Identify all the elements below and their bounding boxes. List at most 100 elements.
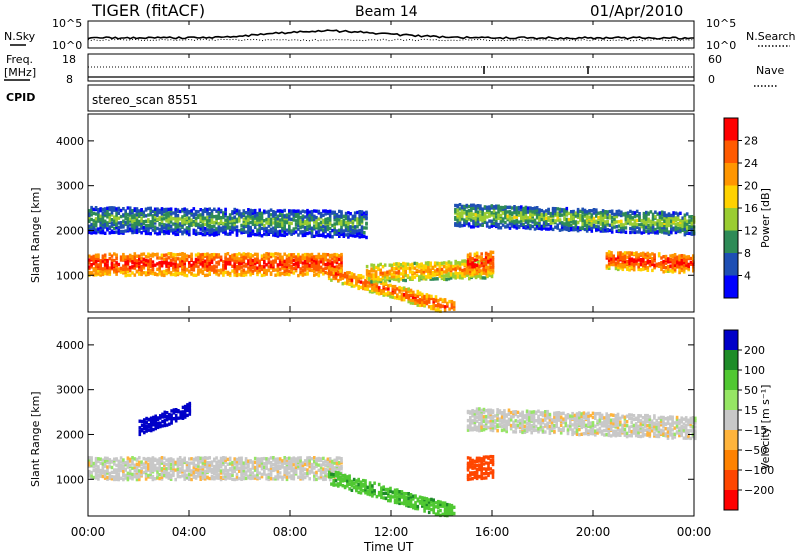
power-cell <box>601 220 605 224</box>
velocity-cell <box>283 461 286 465</box>
power-cell <box>156 267 159 271</box>
freq-tick-top: 18 <box>62 53 76 66</box>
power-cell <box>219 219 223 223</box>
power-cell <box>206 215 209 220</box>
power-cell <box>508 209 512 214</box>
velocity-cell <box>201 472 205 477</box>
velocity-cell <box>190 473 193 477</box>
velocity-cell <box>156 458 159 462</box>
velocity-cell <box>119 463 123 468</box>
power-cell <box>338 254 341 258</box>
power-cell <box>390 263 394 267</box>
power-cell <box>440 273 444 278</box>
power-cell <box>258 268 261 273</box>
power-cell <box>242 268 246 272</box>
power-cell <box>375 288 379 292</box>
power-cell <box>522 225 525 230</box>
power-cell <box>174 229 177 233</box>
power-cell <box>372 269 376 273</box>
power-cell <box>615 209 619 214</box>
velocity-cell <box>110 475 114 479</box>
power-cell <box>294 255 298 259</box>
power-cell <box>645 220 648 224</box>
power-cell <box>404 262 407 266</box>
power-cell <box>224 209 227 213</box>
power-cell <box>424 261 428 265</box>
power-cell <box>682 260 686 265</box>
power-cell <box>228 273 232 278</box>
velocity-cell <box>333 461 336 465</box>
power-cell <box>657 262 661 266</box>
power-cell <box>431 271 435 275</box>
power-cell <box>190 218 193 222</box>
power-cell <box>269 264 273 269</box>
power-cell <box>103 259 107 263</box>
velocity-cell <box>240 462 243 466</box>
power-cell <box>278 260 282 265</box>
power-cell <box>288 258 291 262</box>
power-cell <box>402 268 405 272</box>
power-cell <box>263 253 266 257</box>
power-cell <box>379 278 382 282</box>
power-cell <box>592 208 596 212</box>
power-cell <box>447 266 451 271</box>
power-cell <box>167 214 171 218</box>
power-cell <box>203 259 207 263</box>
velocity-cell <box>178 469 182 473</box>
power-cell <box>208 223 211 227</box>
velocity-cell <box>169 469 173 473</box>
power-cell <box>642 254 645 258</box>
power-cell <box>472 220 475 225</box>
velocity-data <box>88 401 697 518</box>
power-cell <box>673 253 677 257</box>
power-cell <box>393 290 397 295</box>
power-cell <box>276 220 280 225</box>
power-cell <box>402 286 406 290</box>
power-cell <box>233 253 236 257</box>
freq-tick-bottom: 8 <box>66 73 73 86</box>
power-cell <box>433 261 437 265</box>
power-cell <box>631 210 634 215</box>
power-cell <box>288 223 291 228</box>
power-cell <box>128 219 132 223</box>
power-cell <box>515 226 519 230</box>
velocity-cell <box>371 494 374 498</box>
power-cell <box>306 252 309 257</box>
power-cell <box>231 253 234 258</box>
power-cell <box>192 212 196 216</box>
power-cell <box>454 215 457 220</box>
power-cell <box>119 266 123 271</box>
power-cell <box>576 226 580 230</box>
power-cell <box>660 267 663 272</box>
power-cell <box>610 212 614 216</box>
power-cell <box>253 222 257 227</box>
power-cell <box>201 208 205 213</box>
power-cell <box>340 260 343 265</box>
power-cell <box>151 217 155 222</box>
power-cell <box>622 223 625 227</box>
power-cell <box>488 273 492 277</box>
power-cell <box>450 302 454 307</box>
power-cell <box>645 229 648 234</box>
power-cell <box>671 262 675 266</box>
velocity-cell <box>324 477 327 481</box>
power-cell <box>432 297 435 302</box>
velocity-cell <box>233 457 236 461</box>
velocity-cell <box>414 506 417 511</box>
power-cell <box>269 213 273 217</box>
velocity-cell <box>228 456 232 460</box>
velocity-cell <box>371 492 374 496</box>
power-cell <box>208 271 211 275</box>
velocity-cell <box>219 459 223 464</box>
velocity-cell <box>94 467 98 471</box>
power-cell <box>308 216 311 220</box>
power-cell <box>567 211 571 216</box>
power-cell <box>88 258 91 262</box>
power-cell <box>306 259 309 263</box>
power-cell <box>402 266 405 270</box>
power-cell <box>310 257 314 262</box>
power-cell <box>285 263 289 267</box>
velocity-cell <box>151 468 155 473</box>
power-cell <box>478 255 481 259</box>
power-cell <box>424 275 428 279</box>
